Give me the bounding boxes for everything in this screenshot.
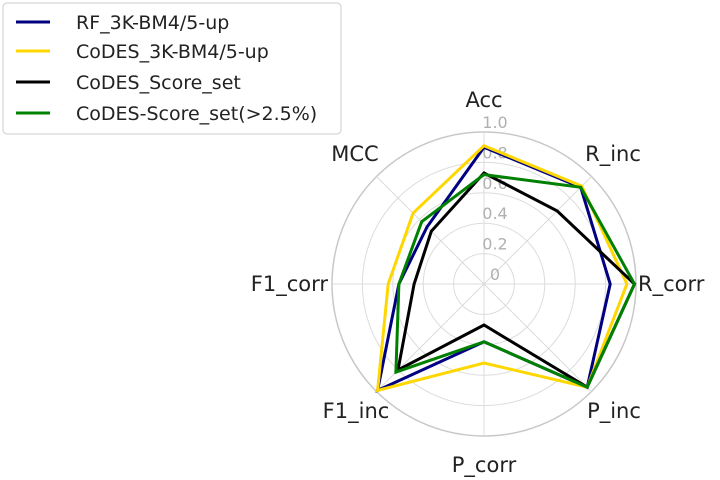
series-point	[387, 282, 390, 286]
axis-label-p-corr: P_corr	[452, 453, 517, 478]
series-point	[376, 389, 379, 392]
series-point	[625, 282, 629, 286]
radial-tick-label: 0	[490, 265, 500, 284]
series-point	[430, 230, 433, 233]
series-point	[397, 282, 401, 286]
radial-tick-label: 0.4	[482, 204, 507, 223]
axis-label-r-inc: R_inc	[585, 142, 641, 167]
legend-entry: CoDES_Score_set	[16, 72, 241, 94]
series-point	[482, 323, 486, 327]
grid-spoke	[483, 283, 592, 392]
legend-entry: RF_3K-BM4/5-up	[16, 12, 229, 34]
radial-tick-label: 1.0	[482, 113, 507, 132]
legend-label: CoDES_3K-BM4/5-up	[76, 41, 269, 63]
series-point	[482, 361, 486, 365]
radar-series	[375, 143, 637, 393]
grid-spoke	[483, 176, 592, 285]
axis-label-p-inc: P_inc	[587, 399, 641, 424]
axis-label-f1-corr: F1_corr	[251, 272, 329, 297]
series-point	[555, 209, 559, 213]
series-point	[411, 211, 415, 215]
radial-tick-labels: 00.20.40.60.81.0	[482, 113, 507, 284]
legend-entry: CoDES_3K-BM4/5-up	[16, 41, 269, 63]
legend-label: CoDES-Score_set(>2.5%)	[76, 103, 317, 125]
axis-label-mcc: MCC	[331, 142, 378, 166]
axis-label-acc: Acc	[465, 88, 502, 112]
series-point	[412, 282, 416, 286]
series-point	[482, 173, 486, 176]
legend-entry: CoDES-Score_set(>2.5%)	[16, 103, 317, 125]
legend: RF_3K-BM4/5-up CoDES_3K-BM4/5-up CoDES_S…	[2, 2, 342, 135]
axis-label-f1-inc: F1_inc	[323, 399, 390, 424]
series-point	[579, 186, 582, 189]
series-point	[482, 144, 486, 147]
radial-tick-label: 0.2	[482, 235, 507, 254]
axis-labels: Acc R_inc R_corr P_inc P_corr F1_inc F1_corr MC…	[251, 88, 705, 478]
series-point	[609, 282, 612, 286]
series-point	[633, 282, 636, 286]
series-point	[586, 386, 589, 389]
axis-label-r-corr: R_corr	[638, 272, 705, 297]
series-point	[482, 340, 486, 343]
series-point	[425, 225, 429, 229]
radial-tick-label: 0.6	[482, 174, 507, 193]
legend-label: CoDES_Score_set	[76, 72, 241, 94]
legend-box	[2, 2, 342, 135]
legend-label: RF_3K-BM4/5-up	[76, 12, 229, 34]
series-point	[394, 370, 398, 374]
series-point	[420, 220, 423, 223]
